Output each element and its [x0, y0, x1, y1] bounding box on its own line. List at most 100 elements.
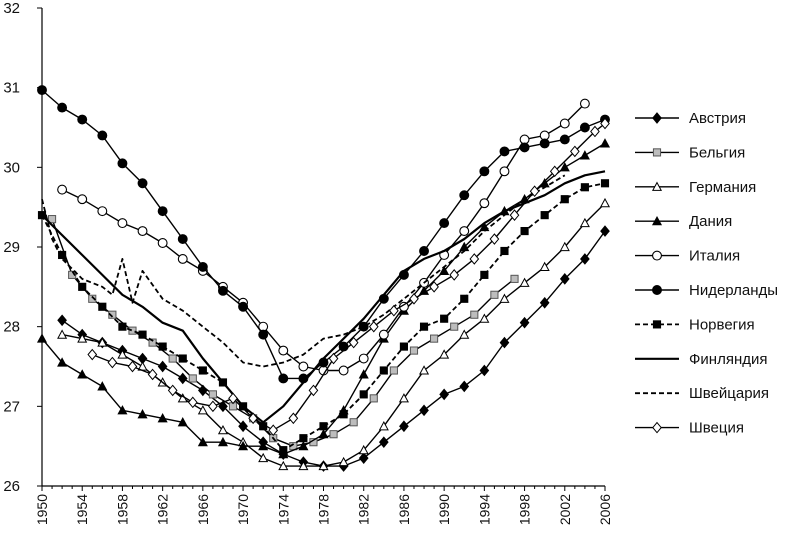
data-point [379, 366, 388, 375]
legend-label: Швейцария [689, 385, 769, 402]
data-point [238, 301, 249, 312]
legend-label: Италия [689, 248, 740, 265]
data-point [470, 310, 479, 319]
data-point [238, 420, 248, 433]
data-point [499, 293, 510, 303]
data-point [258, 440, 269, 451]
data-point [97, 381, 108, 391]
series-8 [41, 170, 606, 424]
y-tick-label: 30 [3, 159, 20, 176]
data-point [238, 440, 249, 451]
data-point [599, 138, 611, 148]
data-point [479, 198, 490, 209]
data-point [217, 424, 229, 435]
data-point [559, 241, 570, 252]
data-point [459, 329, 470, 339]
data-point [128, 326, 137, 335]
legend-label: Австрия [689, 110, 746, 127]
data-point [418, 365, 430, 375]
data-point [499, 336, 510, 349]
data-point [208, 400, 218, 413]
data-point [459, 226, 470, 237]
data-point [450, 322, 459, 331]
data-point [157, 206, 168, 217]
data-point [36, 333, 48, 343]
data-point [57, 102, 68, 113]
data-point [499, 146, 510, 157]
legend-label: Бельгия [689, 144, 745, 161]
data-point [37, 85, 47, 96]
data-point [529, 185, 540, 198]
data-point [299, 434, 308, 443]
data-point [137, 226, 148, 237]
legend-label: Норвегия [689, 316, 755, 333]
legend-entry: Швеция [635, 420, 744, 437]
data-point [378, 420, 389, 431]
x-tick-label: 1994 [476, 494, 492, 525]
legend-swatch-marker [652, 421, 662, 434]
data-point [187, 396, 198, 409]
x-tick-label: 1966 [195, 494, 211, 525]
data-point [539, 138, 550, 149]
data-point [298, 440, 309, 451]
data-point [157, 360, 168, 373]
data-point [137, 178, 148, 189]
data-point [600, 179, 610, 188]
data-point [439, 218, 450, 229]
legend-label: Дания [689, 213, 732, 230]
y-tick-label: 31 [3, 80, 20, 97]
x-tick-label: 1958 [114, 494, 130, 525]
y-tick-label: 29 [3, 239, 20, 256]
data-point [278, 373, 289, 384]
data-point [188, 374, 197, 383]
data-point [197, 405, 208, 415]
legend-entry: Норвегия [635, 316, 755, 333]
series-7 [37, 179, 610, 455]
x-tick-label: 1998 [517, 494, 533, 525]
data-point [449, 269, 460, 281]
data-point [580, 183, 589, 192]
x-tick-label: 1962 [155, 494, 171, 525]
data-point [158, 342, 167, 351]
legend: Австрия Бельгия Германия Дания Италия Нидерла… [635, 110, 778, 437]
y-tick-label: 26 [3, 478, 20, 495]
axes [37, 7, 606, 491]
data-point [358, 444, 369, 455]
legend-label: Финляндия [689, 351, 767, 368]
data-point [490, 290, 499, 299]
x-tick-label: 1970 [235, 494, 251, 525]
data-point [418, 285, 430, 295]
y-tick-label: 27 [3, 398, 20, 415]
data-point [549, 165, 560, 178]
data-point [318, 428, 329, 439]
data-point [398, 393, 409, 403]
data-point [208, 390, 217, 399]
data-point [258, 329, 269, 340]
legend-swatch-marker [651, 181, 663, 191]
x-tick-label: 1990 [436, 494, 452, 525]
data-point [248, 412, 258, 425]
data-point [580, 253, 590, 265]
data-point [540, 211, 549, 220]
legend-swatch-marker [652, 285, 662, 295]
legend-entry: Нидерланды [635, 282, 778, 299]
data-point [197, 436, 208, 447]
legend-label: Швеция [689, 420, 744, 437]
data-point [579, 98, 590, 109]
data-point [559, 162, 570, 172]
data-point [258, 452, 269, 463]
legend-swatch-marker [652, 112, 662, 124]
data-point [338, 365, 349, 376]
data-point [419, 322, 429, 331]
data-point [479, 313, 490, 323]
x-tick-label: 1978 [316, 494, 332, 525]
x-tick-label: 1950 [34, 494, 50, 525]
data-point [579, 217, 590, 228]
data-point [378, 436, 389, 449]
data-point [97, 337, 108, 347]
data-point [127, 360, 138, 373]
data-point [439, 349, 450, 359]
legend-label: Нидерланды [689, 282, 778, 299]
data-point [77, 114, 88, 125]
data-point [107, 356, 118, 369]
